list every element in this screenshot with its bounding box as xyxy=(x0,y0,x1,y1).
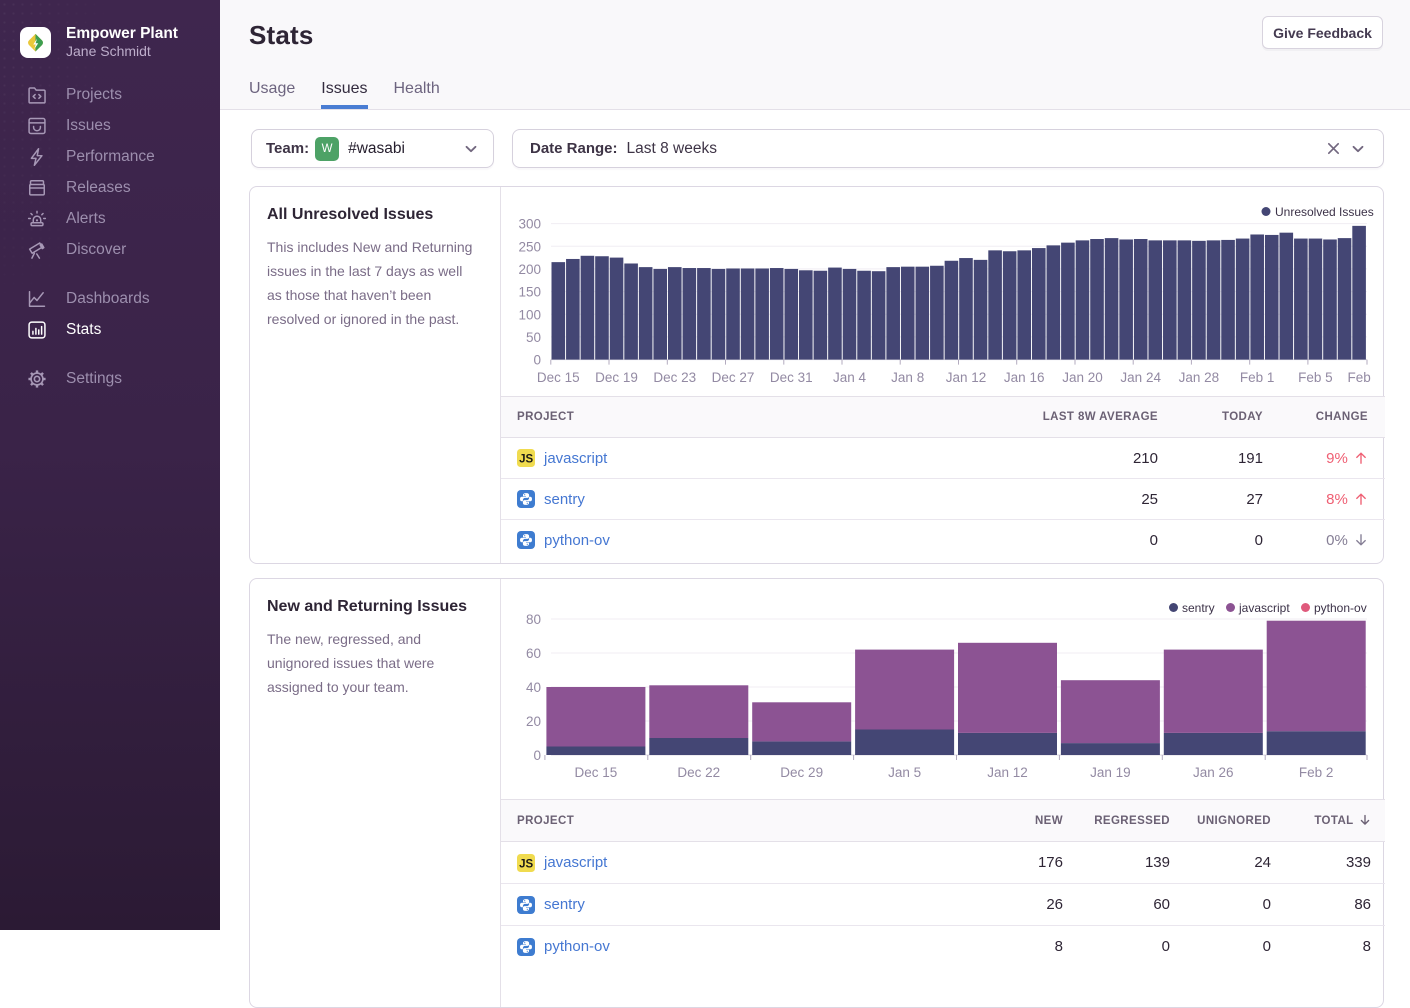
svg-text:sentry: sentry xyxy=(1182,601,1215,615)
svg-text:Jan 26: Jan 26 xyxy=(1193,765,1234,780)
svg-text:Dec 29: Dec 29 xyxy=(780,765,823,780)
svg-text:javascript: javascript xyxy=(1238,601,1290,615)
svg-text:Unresolved Issues: Unresolved Issues xyxy=(1275,205,1374,219)
svg-text:20: 20 xyxy=(526,714,541,729)
svg-text:Dec 27: Dec 27 xyxy=(712,370,755,385)
svg-text:Jan 16: Jan 16 xyxy=(1004,370,1045,385)
svg-text:150: 150 xyxy=(518,285,541,300)
svg-text:Dec 15: Dec 15 xyxy=(575,765,618,780)
svg-text:Jan 24: Jan 24 xyxy=(1120,370,1161,385)
svg-text:Jan 12: Jan 12 xyxy=(987,765,1028,780)
svg-text:Jan 20: Jan 20 xyxy=(1062,370,1103,385)
svg-text:50: 50 xyxy=(526,330,541,345)
svg-text:Jan 19: Jan 19 xyxy=(1090,765,1131,780)
svg-text:Feb 5: Feb 5 xyxy=(1298,370,1333,385)
svg-text:Feb 2: Feb 2 xyxy=(1299,765,1334,780)
svg-text:Jan 8: Jan 8 xyxy=(891,370,924,385)
svg-text:60: 60 xyxy=(526,646,541,661)
svg-text:Feb: Feb xyxy=(1347,370,1370,385)
svg-text:0: 0 xyxy=(533,353,541,368)
svg-text:Jan 4: Jan 4 xyxy=(833,370,867,385)
svg-text:Jan 28: Jan 28 xyxy=(1179,370,1220,385)
svg-text:300: 300 xyxy=(518,217,541,232)
svg-text:Jan 12: Jan 12 xyxy=(946,370,987,385)
svg-text:Dec 19: Dec 19 xyxy=(595,370,638,385)
svg-text:Dec 22: Dec 22 xyxy=(677,765,720,780)
svg-text:40: 40 xyxy=(526,680,541,695)
svg-text:200: 200 xyxy=(518,262,541,277)
svg-text:Dec 31: Dec 31 xyxy=(770,370,813,385)
svg-text:python-ov: python-ov xyxy=(1314,601,1367,615)
svg-text:JS: JS xyxy=(519,858,533,870)
svg-text:0: 0 xyxy=(533,748,541,763)
svg-text:250: 250 xyxy=(518,239,541,254)
svg-text:Feb 1: Feb 1 xyxy=(1240,370,1275,385)
svg-text:Jan 5: Jan 5 xyxy=(888,765,921,780)
svg-text:100: 100 xyxy=(518,307,541,322)
svg-text:Dec 15: Dec 15 xyxy=(537,370,580,385)
svg-text:JS: JS xyxy=(519,454,533,466)
svg-text:80: 80 xyxy=(526,612,541,627)
svg-text:Dec 23: Dec 23 xyxy=(653,370,696,385)
